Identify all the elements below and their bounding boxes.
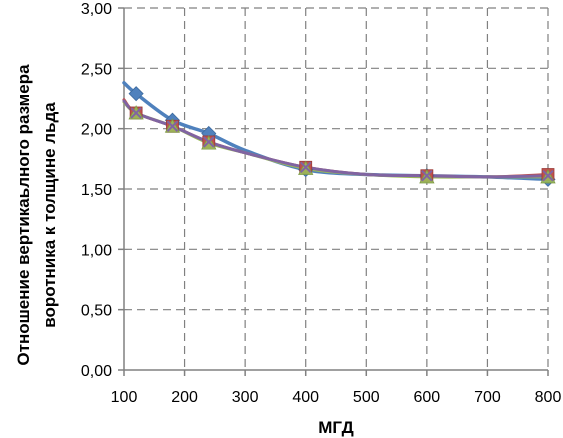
y-tick-label: 2,50 bbox=[81, 61, 112, 78]
y-tick-label: 3,00 bbox=[81, 1, 112, 18]
x-tick-label: 600 bbox=[414, 389, 441, 406]
x-tick-label: 100 bbox=[111, 389, 138, 406]
y-tick-label: 1,00 bbox=[81, 242, 112, 259]
series-line-1 bbox=[122, 81, 550, 182]
series-markers bbox=[128, 86, 556, 187]
series-line-2 bbox=[122, 98, 550, 179]
x-tick-label: 400 bbox=[292, 389, 319, 406]
x-tick-labels: 100 200 300 400 500 600 700 800 bbox=[111, 389, 562, 406]
y-axis-title-line-1: Отношение вертикаьлного размера bbox=[14, 64, 33, 366]
x-tick-label: 800 bbox=[535, 389, 562, 406]
x-tick-label: 700 bbox=[474, 389, 501, 406]
data-point-series-4 bbox=[130, 107, 142, 119]
data-point-series-4 bbox=[166, 120, 179, 132]
data-point-series-4 bbox=[421, 170, 433, 182]
data-point-series-4 bbox=[300, 161, 312, 173]
series-line-4 bbox=[122, 99, 550, 179]
y-axis-title-line-2: воротника к толщине льда bbox=[40, 102, 59, 328]
series-line-3 bbox=[122, 100, 550, 179]
data-point-series-4 bbox=[203, 136, 215, 148]
y-tick-label: 2,00 bbox=[81, 122, 112, 139]
x-tick-label: 200 bbox=[171, 389, 198, 406]
y-tick-label: 1,50 bbox=[81, 182, 112, 199]
series-lines bbox=[122, 81, 550, 182]
grid-lines bbox=[124, 7, 549, 370]
axes bbox=[118, 7, 549, 376]
y-tick-label: 0,50 bbox=[81, 303, 112, 320]
y-tick-labels: 0,00 0,50 1,00 1,50 2,00 2,50 3,00 bbox=[81, 1, 112, 380]
data-point-series-4 bbox=[542, 170, 554, 182]
x-tick-label: 500 bbox=[353, 389, 380, 406]
y-tick-label: 0,00 bbox=[81, 363, 112, 380]
x-tick-label: 300 bbox=[232, 389, 259, 406]
x-axis-title: МГД bbox=[318, 418, 354, 437]
data-point-series-1 bbox=[128, 86, 144, 102]
